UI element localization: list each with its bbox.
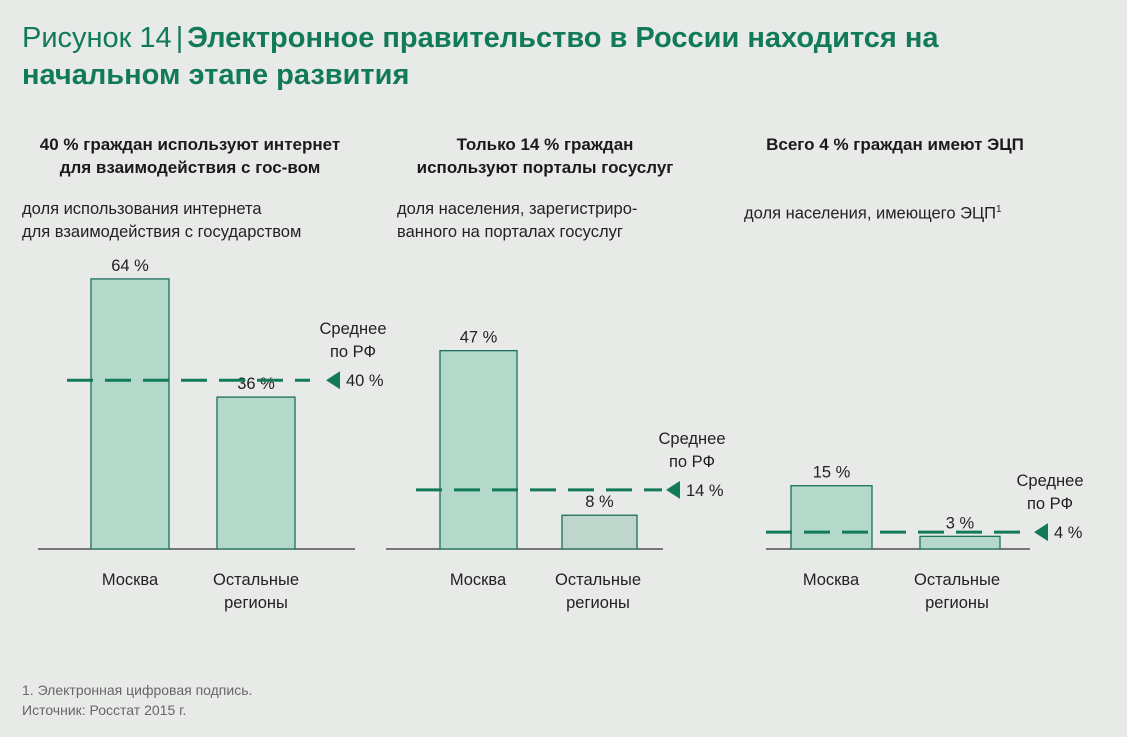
chart-1-category-label-2-line1: Остальные <box>213 571 299 589</box>
chart-1-bar-1-value-label: 64 % <box>111 257 149 275</box>
footnote-marker: 1 <box>996 204 1002 215</box>
footnote: 1. Электронная цифровая подпись. Источни… <box>22 680 252 720</box>
chart-2-average-label-line1: Среднее <box>659 430 726 448</box>
chart-3-bar-2 <box>919 535 1001 550</box>
chart-1-bar-2 <box>216 396 296 550</box>
chart-2-average-arrow-icon <box>666 480 680 499</box>
chart-3-bar-1-value-label: 15 % <box>813 464 851 482</box>
chart-2-category-label-2-line1: Остальные <box>555 571 641 589</box>
chart-1-category-label-1: Москва <box>102 571 159 589</box>
panel-1-heading: 40 % граждан используют интернет для вза… <box>10 133 370 179</box>
panel-3-heading: Всего 4 % граждан имеют ЭЦП <box>730 133 1060 156</box>
panel-1-heading-line1: 40 % граждан используют интернет <box>39 135 341 154</box>
panel-3-subtitle-line1: доля населения, имеющего ЭЦП <box>744 204 997 223</box>
chart-1-average-label-line2: по РФ <box>330 343 376 361</box>
chart-3-average-value-label: 4 % <box>1054 524 1083 542</box>
figure-title: Рисунок 14 | Электронное правительство в Р… <box>22 20 1102 94</box>
chart-2-bar-1 <box>439 350 518 550</box>
chart-2-category-label-1: Москва <box>450 571 507 589</box>
chart-3-category-label-2-line1: Остальные <box>914 571 1000 589</box>
panel-2-heading: Только 14 % граждан используют порталы г… <box>380 133 710 179</box>
footnote-esig: 1. Электронная цифровая подпись. <box>22 682 253 698</box>
chart-3-category-label-1: Москва <box>803 571 860 589</box>
chart-3-bar-2-value-label: 3 % <box>946 514 975 532</box>
chart-2-bar-2-value-label: 8 % <box>585 493 614 511</box>
panel-3-heading-line1: Всего 4 % граждан имеют ЭЦП <box>766 135 1024 154</box>
title-separator: | <box>175 22 184 54</box>
chart-3-average-label-line1: Среднее <box>1017 472 1084 490</box>
chart-1-category-label-2-line2: регионы <box>224 594 288 612</box>
chart-1-average-value-label: 40 % <box>346 372 384 390</box>
figure-number: Рисунок 14 <box>22 22 172 54</box>
chart-2-category-label-2-line2: регионы <box>566 594 630 612</box>
panel-1-subtitle-line1: доля использования интернета <box>22 200 262 218</box>
panel-2-subtitle: доля населения, зарегистриро- ванного на… <box>397 198 707 244</box>
chart-3-average-arrow-icon <box>1034 523 1048 542</box>
chart-1-bar-2-value-label: 36 % <box>237 375 275 393</box>
chart-2-average-value-label: 14 % <box>686 482 724 500</box>
panel-1-heading-line2: для взаимодействия с гос-вом <box>59 158 321 177</box>
footnote-source: Источник: Росстат 2015 г. <box>22 702 187 718</box>
panel-2-heading-line2: используют порталы госуслуг <box>416 158 674 177</box>
chart-1-average-label-line1: Среднее <box>320 320 387 338</box>
panel-2-heading-line1: Только 14 % граждан <box>456 135 634 154</box>
chart-3-average-label-line2: по РФ <box>1027 495 1073 513</box>
panel-1-subtitle-line2: для взаимодействия с государством <box>22 223 302 241</box>
panel-2-subtitle-line1: доля населения, зарегистриро- <box>397 200 638 218</box>
chart-1-bar-1 <box>90 278 170 550</box>
panel-1-subtitle: доля использования интернета для взаимод… <box>22 198 372 244</box>
chart-3-category-label-2-line2: регионы <box>925 594 989 612</box>
chart-2-bar-1-value-label: 47 % <box>460 329 498 347</box>
chart-2-average-label-line2: по РФ <box>669 453 715 471</box>
panel-2-subtitle-line2: ванного на порталах госуслуг <box>397 223 623 241</box>
chart-2-bar-2 <box>561 514 638 550</box>
chart-1-average-arrow-icon <box>326 371 340 390</box>
panel-3-subtitle: доля населения, имеющего ЭЦП1 <box>744 198 1084 226</box>
chart-3-bar-1 <box>790 485 873 550</box>
figure-title-text: Электронное правительство в России наход… <box>22 22 939 91</box>
